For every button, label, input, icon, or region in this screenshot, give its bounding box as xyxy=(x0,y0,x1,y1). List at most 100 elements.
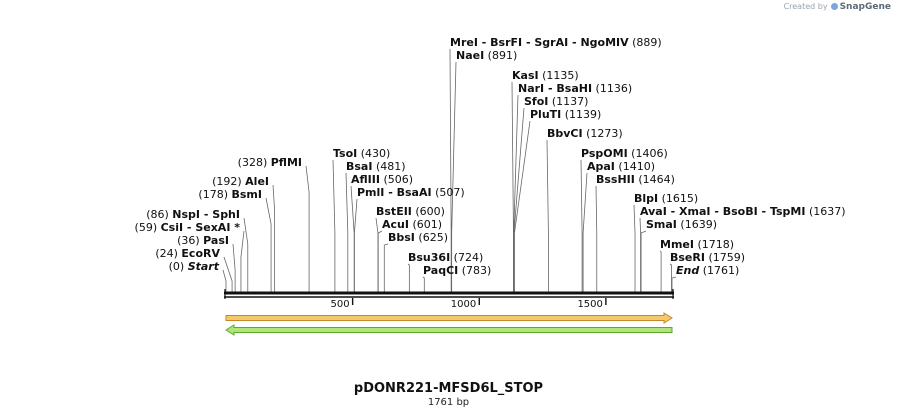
leader-start xyxy=(222,269,227,292)
site-separator: - xyxy=(544,82,556,95)
enzyme-name: SexAI * xyxy=(195,221,240,234)
enzyme-name: CsiI xyxy=(161,221,183,234)
leader-mmei xyxy=(659,250,662,292)
site-label-smai: SmaI (1639) xyxy=(646,218,717,231)
site-label-ecorv: (24) EcoRV xyxy=(155,247,220,260)
site-label-pluti: PluTI (1139) xyxy=(530,108,601,121)
ruler-tick-label-1500: 1500 xyxy=(577,299,602,310)
leader-pspomi xyxy=(580,159,583,292)
enzyme-name: MmeI xyxy=(660,238,694,251)
site-position: (1137) xyxy=(548,95,588,108)
credit-prefix: Created by xyxy=(783,2,828,11)
enzyme-name: EcoRV xyxy=(181,247,220,260)
enzyme-name: BsoBI xyxy=(723,205,758,218)
site-position: (1761) xyxy=(699,264,739,277)
site-label-kasi: KasI (1135) xyxy=(512,69,579,82)
site-position: (891) xyxy=(484,49,517,62)
site-position: (24) xyxy=(155,247,181,260)
site-label-pflmi: (328) PflMI xyxy=(238,156,302,169)
leader-bsai xyxy=(345,172,349,292)
leader-pluti xyxy=(514,120,531,292)
enzyme-name: AflIII xyxy=(351,173,380,186)
site-label-paqci: PaqCI (783) xyxy=(423,264,491,277)
site-position: (600) xyxy=(412,205,445,218)
snapgene-credit: Created by SnapGene xyxy=(784,2,891,12)
site-position: (1615) xyxy=(658,192,698,205)
enzyme-name: NgoMIV xyxy=(580,36,629,49)
leader-nspi xyxy=(243,217,249,292)
leader-ecorv xyxy=(223,256,233,292)
site-position: (1637) xyxy=(805,205,845,218)
site-leader-lines xyxy=(222,48,677,292)
enzyme-name: BbsI xyxy=(388,231,415,244)
plasmid-name: pDONR221-MFSD6L_STOP xyxy=(353,381,544,396)
site-position: (783) xyxy=(458,264,491,277)
enzyme-name: NaeI xyxy=(456,49,484,62)
enzyme-name: PflMI xyxy=(271,156,302,169)
leader-avai xyxy=(639,217,641,292)
enzyme-name: MreI xyxy=(450,36,478,49)
site-label-bbsi: BbsI (625) xyxy=(388,231,448,244)
ruler-tick-label-500: 500 xyxy=(331,299,350,310)
enzyme-name: XmaI xyxy=(679,205,710,218)
enzyme-name: SphI xyxy=(212,208,240,221)
site-separator: - xyxy=(522,36,534,49)
site-position: (1136) xyxy=(592,82,632,95)
leader-paqci xyxy=(422,276,425,292)
site-position: (1273) xyxy=(583,127,623,140)
site-label-end: End (1761) xyxy=(676,264,739,277)
site-label-nari: NarI - BsaHI (1136) xyxy=(518,82,632,95)
enzyme-name: ApaI xyxy=(587,160,615,173)
site-separator: - xyxy=(183,221,195,234)
enzyme-name: BsaI xyxy=(346,160,372,173)
site-separator: - xyxy=(758,205,770,218)
site-position: (178) xyxy=(198,188,231,201)
site-label-bsu36i: Bsu36I (724) xyxy=(408,251,483,264)
site-label-csii: (59) CsiI - SexAI * xyxy=(135,221,241,234)
enzyme-name: PaqCI xyxy=(423,264,458,277)
enzyme-name: NarI xyxy=(518,82,544,95)
leader-csii xyxy=(240,230,245,292)
leader-bsshii xyxy=(595,185,598,292)
leader-afliii xyxy=(350,185,355,292)
snapgene-logo-icon xyxy=(830,3,838,10)
credit-brand: SnapGene xyxy=(839,2,891,12)
feature-green-arrow xyxy=(225,324,673,336)
enzyme-name: TsoI xyxy=(333,147,357,160)
leader-kasi xyxy=(511,81,514,292)
enzyme-name: AleI xyxy=(245,175,269,188)
leader-smai xyxy=(640,230,647,292)
site-position: (59) xyxy=(135,221,161,234)
leader-mrei xyxy=(449,48,452,292)
site-label-mrei: MreI - BsrFI - SgrAI - NgoMIV (889) xyxy=(450,36,662,49)
leader-pasi xyxy=(232,243,236,292)
site-label-blpi: BlpI (1615) xyxy=(634,192,698,205)
enzyme-name: BsaHI xyxy=(556,82,592,95)
site-label-nspi: (86) NspI - SphI xyxy=(146,208,240,221)
leader-alei xyxy=(272,184,276,292)
leader-bsmi xyxy=(265,197,272,292)
site-label-pasi: (36) PasI xyxy=(177,234,229,247)
site-separator: - xyxy=(478,36,490,49)
site-position: (1464) xyxy=(635,173,675,186)
site-position: (430) xyxy=(357,147,390,160)
site-position: (724) xyxy=(450,251,483,264)
enzyme-name: KasI xyxy=(512,69,539,82)
enzyme-name: SfoI xyxy=(524,95,548,108)
site-label-naei: NaeI (891) xyxy=(456,49,517,62)
enzyme-name: BbvCI xyxy=(547,127,583,140)
enzyme-name: BsrFI xyxy=(490,36,522,49)
leader-sfoi xyxy=(513,107,525,292)
enzyme-name: AvaI xyxy=(640,205,667,218)
enzyme-name: End xyxy=(676,264,699,277)
site-position: (625) xyxy=(415,231,448,244)
site-position: (192) xyxy=(212,175,245,188)
site-label-alei: (192) AleI xyxy=(212,175,269,188)
site-label-tsoi: TsoI (430) xyxy=(333,147,390,160)
leader-bbvci xyxy=(546,139,549,292)
enzyme-name: AcuI xyxy=(382,218,409,231)
enzyme-name: BssHII xyxy=(596,173,635,186)
leader-bsu36i xyxy=(407,263,410,292)
leader-blpi xyxy=(633,204,636,292)
site-label-avai: AvaI - XmaI - BsoBI - TspMI (1637) xyxy=(640,205,846,218)
